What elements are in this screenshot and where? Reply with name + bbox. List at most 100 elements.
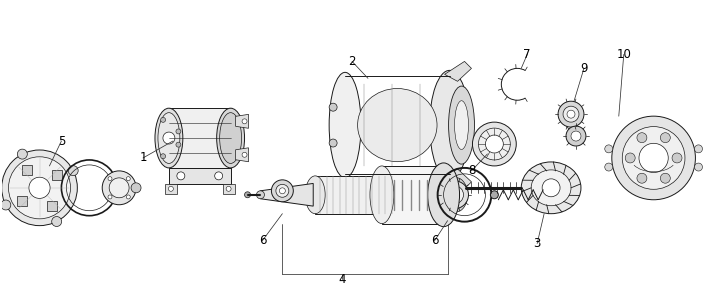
Circle shape bbox=[451, 191, 459, 199]
Circle shape bbox=[177, 172, 185, 180]
Text: 5: 5 bbox=[58, 135, 65, 147]
Bar bbox=[315, 176, 443, 214]
Circle shape bbox=[9, 157, 70, 219]
Circle shape bbox=[571, 131, 581, 141]
Ellipse shape bbox=[428, 163, 459, 227]
Polygon shape bbox=[236, 148, 249, 162]
Circle shape bbox=[612, 116, 695, 200]
Circle shape bbox=[567, 110, 575, 118]
Text: 6: 6 bbox=[259, 234, 266, 247]
Ellipse shape bbox=[216, 108, 244, 168]
Ellipse shape bbox=[430, 174, 456, 216]
Polygon shape bbox=[444, 61, 472, 81]
Bar bbox=[169, 108, 231, 168]
Ellipse shape bbox=[155, 108, 183, 168]
Circle shape bbox=[605, 145, 613, 153]
Ellipse shape bbox=[531, 170, 571, 206]
Circle shape bbox=[558, 101, 584, 127]
Ellipse shape bbox=[521, 162, 581, 214]
Circle shape bbox=[242, 119, 247, 124]
Circle shape bbox=[127, 195, 130, 199]
Circle shape bbox=[472, 122, 516, 166]
Text: 9: 9 bbox=[580, 62, 587, 75]
Circle shape bbox=[168, 186, 173, 191]
Ellipse shape bbox=[244, 192, 250, 198]
Circle shape bbox=[490, 191, 498, 199]
Circle shape bbox=[131, 183, 141, 193]
Circle shape bbox=[276, 184, 289, 197]
Ellipse shape bbox=[449, 86, 475, 164]
Bar bbox=[47, 201, 58, 210]
Circle shape bbox=[68, 166, 78, 176]
Ellipse shape bbox=[220, 113, 242, 163]
Ellipse shape bbox=[446, 178, 467, 212]
Ellipse shape bbox=[370, 166, 394, 224]
Text: 8: 8 bbox=[468, 164, 475, 177]
Ellipse shape bbox=[257, 191, 265, 199]
Polygon shape bbox=[236, 114, 249, 128]
Ellipse shape bbox=[430, 70, 470, 180]
Circle shape bbox=[485, 135, 503, 153]
Text: 7: 7 bbox=[523, 48, 531, 61]
Circle shape bbox=[563, 106, 579, 122]
Circle shape bbox=[242, 152, 247, 157]
Ellipse shape bbox=[329, 72, 361, 178]
Polygon shape bbox=[260, 184, 313, 206]
Circle shape bbox=[566, 126, 586, 146]
Circle shape bbox=[160, 118, 165, 122]
Polygon shape bbox=[444, 169, 472, 189]
Bar bbox=[22, 165, 32, 175]
Bar bbox=[382, 166, 444, 224]
Circle shape bbox=[271, 180, 293, 202]
Circle shape bbox=[215, 172, 223, 180]
Circle shape bbox=[622, 127, 685, 189]
Circle shape bbox=[108, 195, 112, 199]
Circle shape bbox=[1, 200, 11, 210]
Circle shape bbox=[660, 133, 670, 143]
Circle shape bbox=[102, 171, 136, 205]
Text: 1: 1 bbox=[139, 152, 147, 165]
Circle shape bbox=[17, 149, 27, 159]
Circle shape bbox=[660, 173, 670, 183]
Circle shape bbox=[52, 217, 62, 226]
Text: 4: 4 bbox=[339, 273, 346, 286]
Ellipse shape bbox=[454, 101, 469, 149]
Text: 6: 6 bbox=[431, 234, 439, 247]
Circle shape bbox=[176, 129, 181, 134]
Circle shape bbox=[176, 142, 181, 147]
Circle shape bbox=[226, 186, 231, 191]
Circle shape bbox=[639, 143, 668, 173]
Circle shape bbox=[478, 128, 510, 160]
Circle shape bbox=[329, 103, 337, 111]
Bar bbox=[169, 168, 231, 184]
Ellipse shape bbox=[357, 89, 437, 162]
Circle shape bbox=[29, 177, 50, 198]
Text: 3: 3 bbox=[533, 237, 541, 250]
Text: 10: 10 bbox=[616, 48, 631, 61]
Circle shape bbox=[695, 163, 702, 171]
Circle shape bbox=[127, 177, 130, 181]
Bar bbox=[52, 170, 63, 180]
Circle shape bbox=[1, 150, 78, 226]
Bar bbox=[223, 184, 234, 194]
Ellipse shape bbox=[306, 176, 325, 214]
Circle shape bbox=[280, 188, 285, 194]
Circle shape bbox=[108, 177, 112, 181]
Text: 2: 2 bbox=[348, 55, 356, 68]
Circle shape bbox=[637, 173, 647, 183]
Bar bbox=[165, 184, 177, 194]
Circle shape bbox=[637, 133, 647, 143]
Circle shape bbox=[626, 153, 635, 163]
Circle shape bbox=[672, 153, 682, 163]
Ellipse shape bbox=[542, 179, 560, 197]
Ellipse shape bbox=[459, 184, 467, 192]
Ellipse shape bbox=[158, 113, 180, 163]
Circle shape bbox=[605, 163, 613, 171]
Circle shape bbox=[441, 181, 469, 209]
Circle shape bbox=[109, 178, 129, 198]
Circle shape bbox=[329, 139, 337, 147]
Circle shape bbox=[695, 145, 702, 153]
Circle shape bbox=[160, 154, 165, 159]
Circle shape bbox=[446, 186, 464, 204]
Bar bbox=[17, 196, 27, 206]
